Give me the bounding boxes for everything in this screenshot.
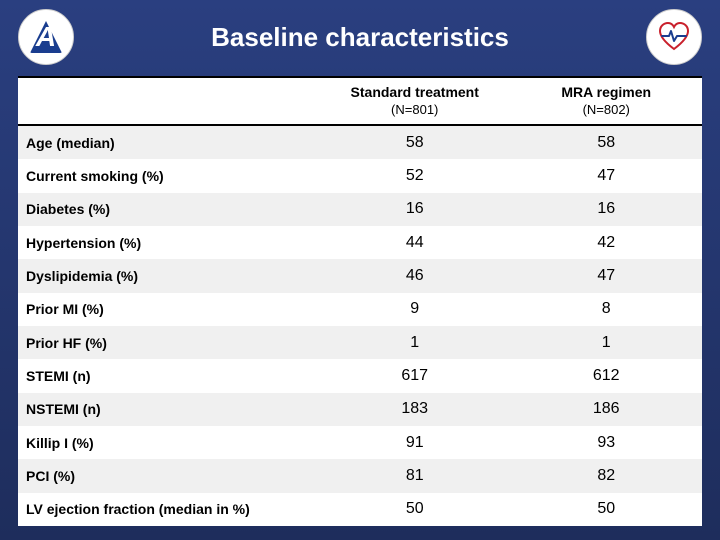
row-value-mra: 1: [510, 326, 702, 359]
table-row: Hypertension (%)4442: [18, 226, 702, 259]
row-value-mra: 612: [510, 359, 702, 392]
row-label: NSTEMI (n): [18, 393, 319, 426]
row-label: Prior MI (%): [18, 293, 319, 326]
table-row: Age (median)5858: [18, 125, 702, 160]
row-value-standard: 52: [319, 159, 511, 192]
row-label: Age (median): [18, 125, 319, 160]
table-row: Prior MI (%)98: [18, 293, 702, 326]
slide-title: Baseline characteristics: [74, 22, 646, 53]
row-value-standard: 44: [319, 226, 511, 259]
row-value-mra: 8: [510, 293, 702, 326]
row-value-standard: 50: [319, 493, 511, 526]
row-label: Killip I (%): [18, 426, 319, 459]
table-row: STEMI (n)617612: [18, 359, 702, 392]
row-value-mra: 47: [510, 159, 702, 192]
row-value-standard: 58: [319, 125, 511, 160]
row-value-standard: 46: [319, 259, 511, 292]
row-value-standard: 16: [319, 193, 511, 226]
row-value-mra: 50: [510, 493, 702, 526]
row-value-mra: 16: [510, 193, 702, 226]
slide: A Baseline characteristics Standard trea…: [0, 0, 720, 540]
table-row: Current smoking (%)5247: [18, 159, 702, 192]
row-value-standard: 617: [319, 359, 511, 392]
row-label: STEMI (n): [18, 359, 319, 392]
row-value-mra: 47: [510, 259, 702, 292]
table-row: Prior HF (%)11: [18, 326, 702, 359]
row-value-standard: 1: [319, 326, 511, 359]
row-value-mra: 93: [510, 426, 702, 459]
row-label: Prior HF (%): [18, 326, 319, 359]
row-label: LV ejection fraction (median in %): [18, 493, 319, 526]
table-row: Dyslipidemia (%)4647: [18, 259, 702, 292]
row-label: Dyslipidemia (%): [18, 259, 319, 292]
logo-right-icon: [646, 9, 702, 65]
table-row: NSTEMI (n)183186: [18, 393, 702, 426]
row-value-standard: 9: [319, 293, 511, 326]
table-row: PCI (%)8182: [18, 459, 702, 492]
col2-header-line1: MRA regimen: [510, 77, 702, 102]
row-label: PCI (%): [18, 459, 319, 492]
row-label: Hypertension (%): [18, 226, 319, 259]
row-value-mra: 186: [510, 393, 702, 426]
table-row: Killip I (%)9193: [18, 426, 702, 459]
logo-left-icon: A: [18, 9, 74, 65]
row-value-mra: 58: [510, 125, 702, 160]
row-label: Current smoking (%): [18, 159, 319, 192]
row-value-standard: 183: [319, 393, 511, 426]
row-value-mra: 82: [510, 459, 702, 492]
table-row: LV ejection fraction (median in %)5050: [18, 493, 702, 526]
row-value-standard: 81: [319, 459, 511, 492]
col1-header-line2: (N=801): [319, 102, 511, 125]
table-row: Diabetes (%)1616: [18, 193, 702, 226]
col1-header-line1: Standard treatment: [319, 77, 511, 102]
characteristics-table: Standard treatment MRA regimen (N=801) (…: [18, 76, 702, 526]
row-value-standard: 91: [319, 426, 511, 459]
slide-header: A Baseline characteristics: [0, 0, 720, 70]
row-value-mra: 42: [510, 226, 702, 259]
characteristics-table-container: Standard treatment MRA regimen (N=801) (…: [18, 76, 702, 526]
row-label: Diabetes (%): [18, 193, 319, 226]
col2-header-line2: (N=802): [510, 102, 702, 125]
